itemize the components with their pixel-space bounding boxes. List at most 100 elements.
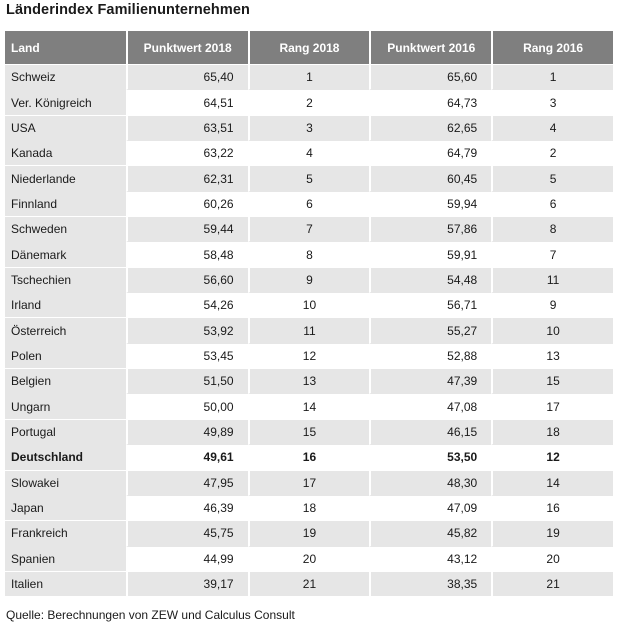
table-row: Finnland 60,26 6 59,94 6 — [5, 190, 613, 217]
cell-rang-2018: 8 — [247, 241, 370, 267]
cell-punktwert-2018: 56,60 — [125, 266, 248, 293]
column-header-rang-2018: Rang 2018 — [247, 31, 370, 64]
cell-land: Österreich — [5, 317, 126, 343]
column-header-punktwert-2018: Punktwert 2018 — [125, 31, 248, 64]
cell-rang-2016: 5 — [491, 165, 613, 191]
cell-land: Schweden — [5, 216, 126, 242]
cell-punktwert-2018: 65,40 — [125, 64, 248, 90]
cell-rang-2016: 15 — [491, 368, 613, 394]
cell-punktwert-2016: 65,60 — [369, 64, 492, 90]
cell-rang-2018: 15 — [247, 418, 370, 445]
cell-punktwert-2016: 48,30 — [369, 469, 492, 495]
cell-punktwert-2018: 51,50 — [125, 368, 248, 394]
cell-punktwert-2018: 63,51 — [125, 114, 248, 141]
cell-punktwert-2018: 59,44 — [125, 216, 248, 242]
cell-land: Portugal — [5, 418, 126, 445]
table-row: Deutschland 49,61 16 53,50 12 — [5, 444, 613, 470]
cell-rang-2018: 21 — [247, 570, 370, 597]
column-header-punktwert-2016: Punktwert 2016 — [369, 31, 492, 64]
cell-rang-2016: 1 — [491, 64, 613, 90]
cell-land: Finnland — [5, 190, 126, 217]
cell-rang-2016: 8 — [491, 216, 613, 242]
table-title: Länderindex Familienunternehmen — [6, 2, 251, 18]
cell-rang-2016: 20 — [491, 545, 613, 571]
table-row: Ver. Königreich 64,51 2 64,73 3 — [5, 89, 613, 115]
cell-rang-2016: 9 — [491, 292, 613, 318]
cell-punktwert-2018: 62,31 — [125, 165, 248, 191]
table-row: Polen 53,45 12 52,88 13 — [5, 342, 613, 369]
cell-rang-2018: 17 — [247, 469, 370, 495]
cell-rang-2016: 21 — [491, 570, 613, 597]
cell-punktwert-2016: 38,35 — [369, 570, 492, 597]
cell-punktwert-2016: 62,65 — [369, 114, 492, 141]
table-row: Österreich 53,92 11 55,27 10 — [5, 317, 613, 343]
cell-punktwert-2018: 53,92 — [125, 317, 248, 343]
cell-punktwert-2018: 54,26 — [125, 292, 248, 318]
table-row: Schweiz 65,40 1 65,60 1 — [5, 64, 613, 90]
cell-rang-2018: 11 — [247, 317, 370, 343]
table-row: USA 63,51 3 62,65 4 — [5, 114, 613, 141]
table-row: Niederlande 62,31 5 60,45 5 — [5, 165, 613, 191]
cell-rang-2018: 19 — [247, 520, 370, 546]
cell-land: Kanada — [5, 140, 126, 166]
table-row: Slowakei 47,95 17 48,30 14 — [5, 469, 613, 495]
cell-rang-2016: 6 — [491, 190, 613, 217]
cell-land: Spanien — [5, 545, 126, 571]
cell-punktwert-2016: 46,15 — [369, 418, 492, 445]
cell-land: Ungarn — [5, 393, 126, 419]
table-header-row: Land Punktwert 2018 Rang 2018 Punktwert … — [5, 31, 613, 64]
cell-punktwert-2016: 43,12 — [369, 545, 492, 571]
cell-punktwert-2018: 44,99 — [125, 545, 248, 571]
cell-punktwert-2018: 50,00 — [125, 393, 248, 419]
cell-land: Dänemark — [5, 241, 126, 267]
cell-punktwert-2018: 46,39 — [125, 494, 248, 521]
cell-rang-2016: 17 — [491, 393, 613, 419]
table-row: Italien 39,17 21 38,35 21 — [5, 570, 613, 597]
cell-punktwert-2018: 63,22 — [125, 140, 248, 166]
cell-punktwert-2018: 53,45 — [125, 342, 248, 369]
column-header-rang-2016: Rang 2016 — [491, 31, 613, 64]
cell-land: Tschechien — [5, 266, 126, 293]
cell-rang-2018: 2 — [247, 89, 370, 115]
cell-rang-2018: 20 — [247, 545, 370, 571]
cell-punktwert-2018: 64,51 — [125, 89, 248, 115]
cell-punktwert-2018: 49,89 — [125, 418, 248, 445]
table-body: Schweiz 65,40 1 65,60 1 Ver. Königreich 64,51 2… — [5, 64, 613, 597]
cell-land: Irland — [5, 292, 126, 318]
table-row: Tschechien 56,60 9 54,48 11 — [5, 266, 613, 293]
cell-punktwert-2018: 49,61 — [125, 444, 248, 470]
cell-rang-2018: 1 — [247, 64, 370, 90]
table-row: Spanien 44,99 20 43,12 20 — [5, 545, 613, 571]
table-row: Ungarn 50,00 14 47,08 17 — [5, 393, 613, 419]
cell-rang-2016: 18 — [491, 418, 613, 445]
cell-punktwert-2016: 45,82 — [369, 520, 492, 546]
cell-punktwert-2016: 60,45 — [369, 165, 492, 191]
cell-rang-2016: 10 — [491, 317, 613, 343]
table-row: Dänemark 58,48 8 59,91 7 — [5, 241, 613, 267]
cell-land: Deutschland — [5, 444, 126, 470]
cell-rang-2018: 4 — [247, 140, 370, 166]
cell-punktwert-2016: 55,27 — [369, 317, 492, 343]
cell-rang-2018: 10 — [247, 292, 370, 318]
cell-land: Italien — [5, 570, 126, 597]
cell-land: Slowakei — [5, 469, 126, 495]
cell-land: Frankreich — [5, 520, 126, 546]
cell-land: Niederlande — [5, 165, 126, 191]
cell-rang-2016: 11 — [491, 266, 613, 293]
cell-punktwert-2018: 39,17 — [125, 570, 248, 597]
cell-punktwert-2016: 54,48 — [369, 266, 492, 293]
cell-rang-2018: 12 — [247, 342, 370, 369]
cell-rang-2016: 7 — [491, 241, 613, 267]
table-row: Frankreich 45,75 19 45,82 19 — [5, 520, 613, 546]
cell-punktwert-2018: 60,26 — [125, 190, 248, 217]
cell-rang-2018: 3 — [247, 114, 370, 141]
cell-rang-2018: 14 — [247, 393, 370, 419]
cell-punktwert-2016: 59,94 — [369, 190, 492, 217]
cell-rang-2018: 13 — [247, 368, 370, 394]
cell-punktwert-2016: 47,39 — [369, 368, 492, 394]
table-row: Belgien 51,50 13 47,39 15 — [5, 368, 613, 394]
cell-rang-2016: 16 — [491, 494, 613, 521]
cell-punktwert-2016: 59,91 — [369, 241, 492, 267]
cell-land: Schweiz — [5, 64, 126, 90]
cell-rang-2018: 5 — [247, 165, 370, 191]
